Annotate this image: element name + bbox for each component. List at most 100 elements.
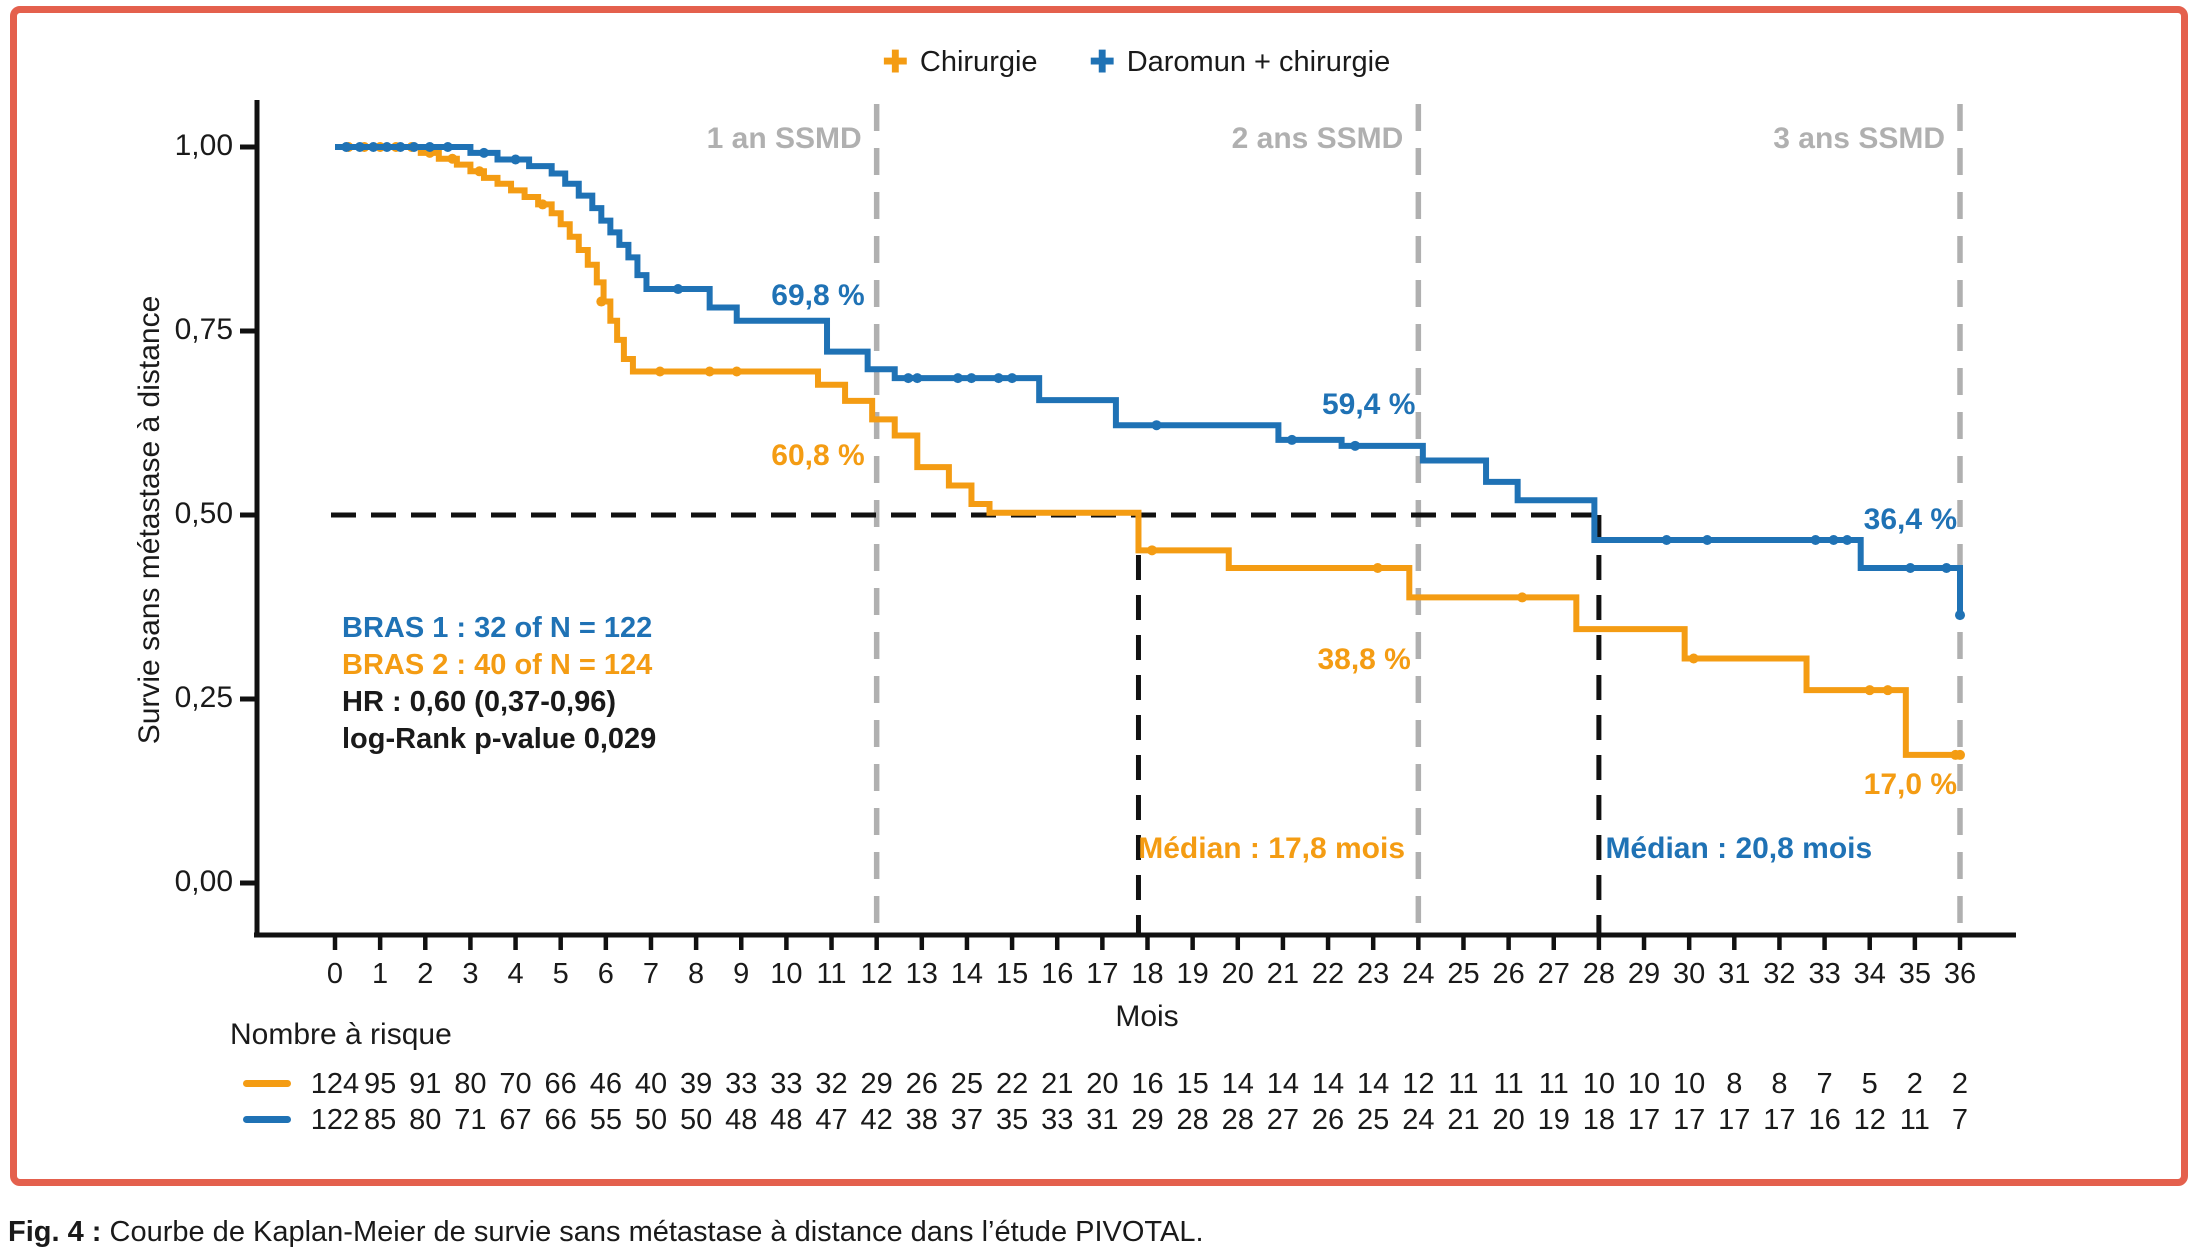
risk-count: 55 [589, 1104, 622, 1136]
risk-count: 38 [905, 1104, 938, 1136]
x-tick-label: 17 [1086, 958, 1119, 990]
y-tick-label: 0,00 [174, 865, 233, 898]
risk-count: 35 [995, 1104, 1029, 1136]
risk-count: 37 [950, 1104, 984, 1136]
risk-count: 10 [1627, 1068, 1661, 1100]
risk-count: 7 [1951, 1104, 1969, 1136]
plus-icon: ✚ [1089, 45, 1115, 79]
risk-count: 71 [454, 1104, 487, 1136]
risk-count: 11 [1538, 1068, 1569, 1100]
risk-count: 46 [589, 1068, 622, 1100]
risk-count: 33 [1041, 1104, 1074, 1136]
y-tick-label: 0,50 [174, 497, 233, 530]
censor-mark-daromun-chirurgie [442, 142, 453, 152]
legend: ✚ Chirurgie ✚ Daromun + chirurgie [257, 46, 2016, 79]
censor-mark-chirurgie [596, 296, 607, 307]
km-curve-daromun-chirurgie [335, 144, 1963, 616]
risk-count: 8 [1771, 1068, 1788, 1100]
censor-mark-chirurgie [1688, 653, 1699, 664]
y-tick-label: 0,25 [174, 681, 233, 714]
survival-annotation: 38,8 % [1317, 643, 1411, 677]
censor-mark-daromun-chirurgie [1810, 535, 1821, 546]
censor-mark-daromun-chirurgie [952, 373, 963, 384]
legend-item-daromun-chirurgie: ✚ Daromun + chirurgie [1090, 46, 1391, 79]
censor-mark-daromun-chirurgie [1007, 373, 1018, 384]
risk-count: 10 [1582, 1068, 1616, 1100]
caption-text: Courbe de Kaplan-Meier de survie sans mé… [109, 1216, 1204, 1248]
censor-mark-daromun-chirurgie [966, 373, 977, 384]
risk-count: 17 [1673, 1104, 1706, 1136]
censor-mark-chirurgie [537, 199, 548, 210]
x-tick-label: 5 [552, 958, 569, 990]
x-tick-label: 30 [1673, 958, 1706, 990]
censor-mark-daromun-chirurgie [1941, 562, 1952, 573]
stats-line: HR : 0,60 (0,37-0,96) [342, 686, 617, 718]
risk-count: 21 [1447, 1104, 1480, 1136]
risk-count: 95 [363, 1068, 397, 1100]
censor-mark-daromun-chirurgie [368, 142, 379, 152]
censor-mark-daromun-chirurgie [1151, 420, 1162, 431]
risk-count: 122 [310, 1104, 360, 1136]
x-tick-label: 2 [417, 958, 434, 990]
risk-count: 85 [363, 1104, 397, 1136]
x-tick-label: 15 [995, 958, 1029, 990]
year-guide-label: 1 an SSMD [706, 122, 862, 155]
legend-label: Daromun + chirurgie [1126, 46, 1391, 78]
x-tick-label: 16 [1041, 958, 1074, 990]
risk-count: 20 [1492, 1104, 1525, 1136]
x-tick-label: 4 [507, 958, 524, 990]
risk-count: 12 [1402, 1068, 1435, 1100]
x-tick-label: 10 [770, 958, 803, 990]
risk-count: 29 [1131, 1104, 1164, 1136]
x-tick-label: 35 [1898, 958, 1931, 990]
censor-mark-daromun-chirurgie [381, 142, 392, 152]
censor-mark-daromun-chirurgie [1828, 535, 1839, 546]
x-tick-label: 3 [462, 958, 479, 990]
x-tick-label: 23 [1357, 958, 1390, 990]
censor-mark-chirurgie [447, 153, 458, 164]
risk-count: 28 [1221, 1104, 1254, 1136]
y-tick-label: 1,00 [174, 129, 233, 162]
risk-count: 24 [1402, 1104, 1435, 1136]
x-tick-label: 0 [326, 958, 344, 990]
x-tick-label: 20 [1221, 958, 1254, 990]
risk-count: 11 [1448, 1068, 1479, 1100]
censor-mark-daromun-chirurgie [408, 142, 419, 152]
censor-mark-chirurgie [1955, 749, 1966, 760]
risk-count: 21 [1041, 1068, 1074, 1100]
risk-count: 2 [1951, 1068, 1969, 1100]
year-guide-label: 3 ans SSMD [1773, 122, 1946, 155]
legend-item-chirurgie: ✚ Chirurgie [883, 46, 1038, 79]
risk-count: 26 [905, 1068, 938, 1100]
x-tick-label: 34 [1853, 958, 1886, 990]
censor-mark-chirurgie [704, 366, 715, 377]
risk-row-swatch-daromun-chirurgie [243, 1116, 291, 1123]
x-tick-label: 8 [688, 958, 705, 990]
survival-annotation: 69,8 % [771, 278, 865, 312]
x-tick-label: 18 [1131, 958, 1164, 990]
x-tick-label: 19 [1176, 958, 1209, 990]
censor-mark-daromun-chirurgie [1905, 562, 1916, 573]
y-tick-label: 0,75 [174, 313, 233, 346]
x-tick-label: 28 [1582, 958, 1616, 990]
stats-line: BRAS 1 : 32 of N = 122 [342, 612, 653, 644]
risk-count: 29 [860, 1068, 893, 1100]
censor-mark-daromun-chirurgie [1842, 535, 1853, 546]
risk-count: 5 [1861, 1068, 1878, 1100]
risk-count: 31 [1086, 1104, 1119, 1136]
censor-mark-daromun-chirurgie [1661, 535, 1672, 546]
risk-count: 17 [1718, 1104, 1751, 1136]
km-curve-chirurgie [335, 144, 1960, 758]
censor-mark-daromun-chirurgie [993, 373, 1004, 384]
x-tick-label: 27 [1537, 958, 1570, 990]
censor-mark-daromun-chirurgie [510, 154, 521, 165]
x-tick-label: 11 [816, 958, 847, 990]
risk-count: 14 [1221, 1068, 1254, 1100]
censor-mark-daromun-chirurgie [912, 373, 923, 384]
x-tick-label: 9 [733, 958, 750, 990]
x-tick-label: 36 [1943, 958, 1977, 990]
stats-line: log-Rank p-value 0,029 [342, 723, 657, 755]
risk-count: 14 [1266, 1068, 1300, 1100]
